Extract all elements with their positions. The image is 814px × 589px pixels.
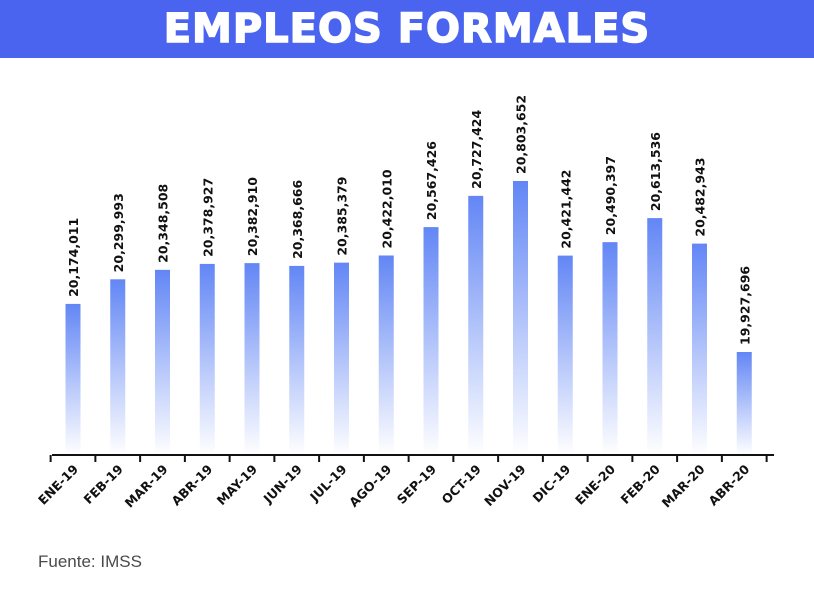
- x-tick-label: AGO-19: [346, 462, 394, 510]
- bar-mar-19: [155, 269, 170, 455]
- x-tick-label: DIC-19: [529, 462, 573, 506]
- x-tick-label: OCT-19: [439, 462, 484, 507]
- bar-ago-19: [378, 255, 394, 455]
- bar-ene-19: [65, 303, 81, 455]
- x-tick-label: MAR-19: [122, 462, 171, 511]
- bar-dic-19: [557, 255, 573, 455]
- bar-ene-20: [602, 242, 618, 455]
- bar-mar-20: [692, 243, 707, 455]
- bar-abr-19: [199, 263, 215, 455]
- x-tick-label: JUL-19: [306, 462, 349, 505]
- value-label: 20,727,424: [469, 109, 484, 188]
- x-tick-label: FEB-20: [617, 461, 663, 507]
- x-tick-label: JUN-19: [260, 462, 305, 507]
- bar-may-19: [244, 263, 260, 455]
- x-tick-label: MAR-20: [659, 461, 708, 510]
- value-label: 19,927,696: [737, 266, 752, 345]
- value-label: 20,382,910: [245, 177, 260, 256]
- bar-jun-19: [289, 265, 305, 455]
- bar-sep-19: [423, 227, 439, 455]
- x-tick-label: ABR-19: [168, 462, 215, 509]
- value-label: 20,613,536: [648, 132, 663, 211]
- value-label: 20,490,397: [603, 156, 618, 235]
- value-label: 20,385,379: [335, 177, 350, 256]
- value-label: 20,803,652: [514, 95, 529, 174]
- title-bar: [0, 0, 814, 58]
- bar-abr-20: [736, 351, 752, 455]
- bar-jul-19: [334, 262, 349, 455]
- x-tick-label: ABR-20: [705, 461, 752, 508]
- value-label: 20,174,011: [66, 218, 81, 297]
- x-tick-label: SEP-19: [394, 462, 439, 507]
- x-tick-label: NOV-19: [481, 462, 528, 509]
- value-label: 20,299,993: [111, 193, 126, 272]
- value-label: 20,482,943: [693, 158, 708, 237]
- bar-feb-19: [110, 279, 126, 455]
- value-label: 20,422,010: [379, 169, 394, 248]
- value-label: 20,421,442: [558, 170, 573, 249]
- chart-title: EMPLEOS FORMALES: [163, 5, 651, 53]
- source-note: Fuente: IMSS: [38, 552, 142, 571]
- bar-oct-19: [468, 195, 484, 455]
- value-label: 20,348,508: [156, 184, 171, 263]
- bar-nov-19: [513, 180, 528, 455]
- value-label: 20,368,666: [290, 180, 305, 259]
- bar-feb-20: [647, 218, 663, 455]
- value-label: 20,378,927: [200, 178, 215, 257]
- x-tick-label: FEB-19: [80, 462, 125, 507]
- x-tick-label: MAY-19: [214, 462, 260, 508]
- x-tick-label: ENE-19: [35, 462, 81, 508]
- value-label: 20,567,426: [424, 141, 439, 220]
- x-tick-label: ENE-20: [572, 461, 618, 507]
